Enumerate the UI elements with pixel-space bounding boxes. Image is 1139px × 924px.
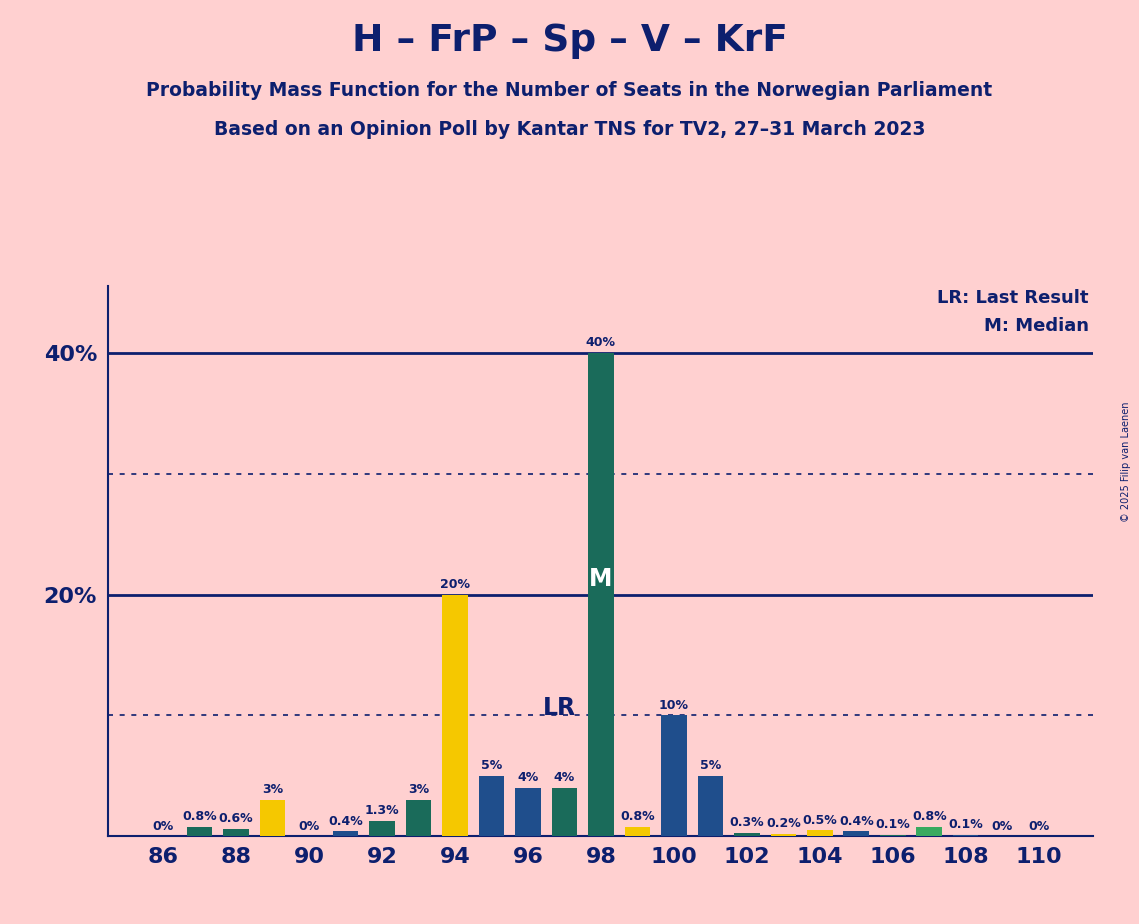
Text: 0.1%: 0.1% bbox=[949, 819, 983, 832]
Bar bbox=[808, 830, 833, 836]
Bar bbox=[953, 835, 978, 836]
Text: Probability Mass Function for the Number of Seats in the Norwegian Parliament: Probability Mass Function for the Number… bbox=[147, 81, 992, 101]
Bar bbox=[333, 832, 358, 836]
Text: Based on an Opinion Poll by Kantar TNS for TV2, 27–31 March 2023: Based on an Opinion Poll by Kantar TNS f… bbox=[214, 120, 925, 140]
Bar bbox=[697, 776, 723, 836]
Bar bbox=[478, 776, 505, 836]
Bar bbox=[770, 833, 796, 836]
Text: 40%: 40% bbox=[585, 336, 616, 349]
Bar bbox=[844, 832, 869, 836]
Text: 0%: 0% bbox=[1029, 820, 1049, 833]
Bar bbox=[551, 788, 577, 836]
Text: LR: LR bbox=[542, 696, 575, 720]
Text: 0.3%: 0.3% bbox=[729, 816, 764, 829]
Text: M: M bbox=[589, 567, 613, 591]
Bar bbox=[624, 827, 650, 836]
Text: 1.3%: 1.3% bbox=[364, 804, 399, 817]
Text: 20%: 20% bbox=[440, 578, 470, 591]
Text: 0.2%: 0.2% bbox=[765, 817, 801, 830]
Text: 0.8%: 0.8% bbox=[620, 810, 655, 823]
Text: 0%: 0% bbox=[153, 820, 173, 833]
Text: 3%: 3% bbox=[408, 784, 429, 796]
Text: LR: Last Result: LR: Last Result bbox=[937, 289, 1089, 307]
Text: H – FrP – Sp – V – KrF: H – FrP – Sp – V – KrF bbox=[352, 23, 787, 59]
Text: 0.4%: 0.4% bbox=[328, 815, 362, 828]
Text: 0%: 0% bbox=[992, 820, 1013, 833]
Bar bbox=[187, 827, 212, 836]
Text: 4%: 4% bbox=[517, 772, 539, 784]
Bar bbox=[880, 835, 906, 836]
Bar bbox=[515, 788, 541, 836]
Bar bbox=[442, 594, 468, 836]
Text: 5%: 5% bbox=[699, 760, 721, 772]
Bar bbox=[405, 800, 432, 836]
Text: M: Median: M: Median bbox=[983, 317, 1089, 334]
Text: © 2025 Filip van Laenen: © 2025 Filip van Laenen bbox=[1121, 402, 1131, 522]
Text: 10%: 10% bbox=[658, 699, 689, 711]
Text: 0.8%: 0.8% bbox=[912, 810, 947, 823]
Bar bbox=[917, 827, 942, 836]
Bar bbox=[734, 833, 760, 836]
Bar bbox=[369, 821, 394, 836]
Text: 0.6%: 0.6% bbox=[219, 812, 253, 825]
Text: 5%: 5% bbox=[481, 760, 502, 772]
Text: 0.1%: 0.1% bbox=[876, 819, 910, 832]
Bar bbox=[661, 715, 687, 836]
Text: 4%: 4% bbox=[554, 772, 575, 784]
Text: 0.4%: 0.4% bbox=[839, 815, 874, 828]
Bar bbox=[223, 829, 248, 836]
Text: 3%: 3% bbox=[262, 784, 282, 796]
Text: 0.5%: 0.5% bbox=[802, 813, 837, 827]
Text: 0.8%: 0.8% bbox=[182, 810, 216, 823]
Text: 0%: 0% bbox=[298, 820, 320, 833]
Bar bbox=[588, 353, 614, 836]
Bar bbox=[260, 800, 285, 836]
